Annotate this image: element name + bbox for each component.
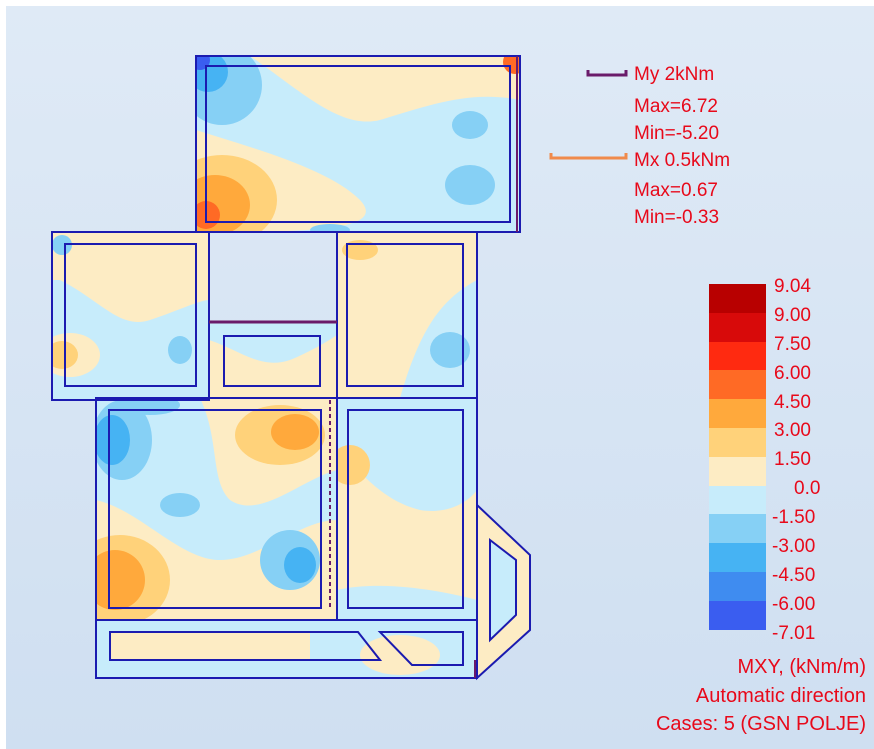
color-scale-swatch (709, 399, 766, 428)
color-scale-label: -7.01 (772, 622, 816, 644)
color-scale-swatch (709, 370, 766, 400)
slab-top (196, 56, 520, 232)
color-scale-label: 0.0 (794, 478, 821, 500)
color-scale-label: 6.00 (774, 362, 811, 384)
slab-bottom-right (337, 398, 477, 620)
color-scale-swatch (709, 600, 766, 630)
load-case-label: Cases: 5 (GSN POLJE) (655, 713, 866, 735)
slab-right-upper (337, 232, 477, 398)
mx-min: Min=-0.33 (634, 207, 720, 228)
color-scale-swatch (709, 341, 766, 371)
color-scale-label: 7.50 (774, 333, 811, 355)
mx-scale-icon (549, 153, 628, 160)
color-scale-label: 9.04 (774, 276, 811, 297)
my-min: Min=-5.20 (634, 123, 720, 144)
direction-label: Automatic direction (695, 685, 866, 707)
color-scale-label: 1.50 (774, 449, 811, 471)
color-scale-label: 3.00 (774, 420, 811, 442)
top-frame-edge (0, 0, 874, 6)
color-scale-bar (709, 284, 766, 630)
slab-bottom-left (96, 398, 337, 620)
color-scale-swatch (709, 485, 766, 515)
my-max: Max=6.72 (634, 96, 718, 117)
color-scale-label: 4.50 (774, 391, 811, 413)
color-scale-swatch (709, 284, 766, 313)
color-scale-swatch (709, 456, 766, 486)
my-label: My 2kNm (634, 64, 715, 85)
mx-max: Max=0.67 (634, 180, 718, 201)
color-scale-label: -4.50 (772, 564, 816, 586)
color-scale-swatch (709, 571, 766, 601)
slab-left (52, 232, 209, 400)
color-scale-swatch (709, 543, 766, 572)
color-scale-swatch (709, 514, 766, 544)
color-scale-label: -3.00 (772, 536, 816, 558)
slab-bottom-strip (96, 620, 477, 678)
color-scale-label: 9.00 (774, 304, 811, 326)
structure-outline (51, 55, 531, 681)
result-type-label: MXY, (kNm/m) (737, 656, 866, 678)
color-scale-swatch (709, 312, 766, 342)
color-scale-swatch (709, 427, 766, 457)
my-scale-icon (586, 70, 628, 77)
color-scale-label: -6.00 (772, 593, 816, 615)
color-scale-labels: 9.04 9.00 7.50 6.00 4.50 3.00 1.50 0.0 -1.50 -3.0… (772, 273, 864, 649)
mx-label: Mx 0.5kNm (634, 150, 731, 171)
color-scale-label: -1.50 (772, 507, 816, 529)
